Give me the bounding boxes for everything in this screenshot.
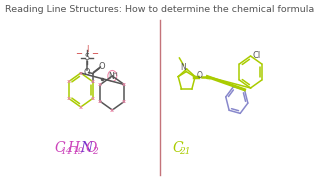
Text: x: x [79,71,83,75]
Text: x: x [91,96,95,101]
Text: x: x [110,107,114,112]
Text: x: x [122,82,126,87]
Text: 19: 19 [73,147,84,156]
Text: N: N [80,141,92,155]
Text: Cl: Cl [253,51,261,60]
Text: H: H [112,72,117,77]
Text: 2: 2 [92,147,98,156]
Text: Reading Line Structures: How to determine the chemical formula: Reading Line Structures: How to determin… [5,5,315,14]
Text: C: C [173,141,184,155]
Text: *: * [208,77,212,83]
Text: N: N [108,71,114,80]
Text: C: C [55,141,66,155]
Text: x: x [79,105,83,109]
Text: x: x [98,99,102,104]
Text: 21: 21 [180,147,191,156]
Text: −: − [92,49,99,58]
Text: −: − [76,49,83,58]
Text: O: O [197,71,203,80]
Text: x: x [91,79,95,84]
Text: O: O [86,141,97,155]
Text: 14: 14 [60,147,72,156]
Text: N: N [180,62,186,71]
Text: |: | [86,45,88,52]
Text: O: O [98,62,105,71]
Text: O: O [84,68,90,77]
Text: S: S [84,53,89,62]
Text: x: x [122,99,126,104]
Text: H: H [67,141,79,155]
Text: x: x [67,79,71,84]
Text: x: x [67,96,71,101]
Text: x: x [98,82,102,87]
